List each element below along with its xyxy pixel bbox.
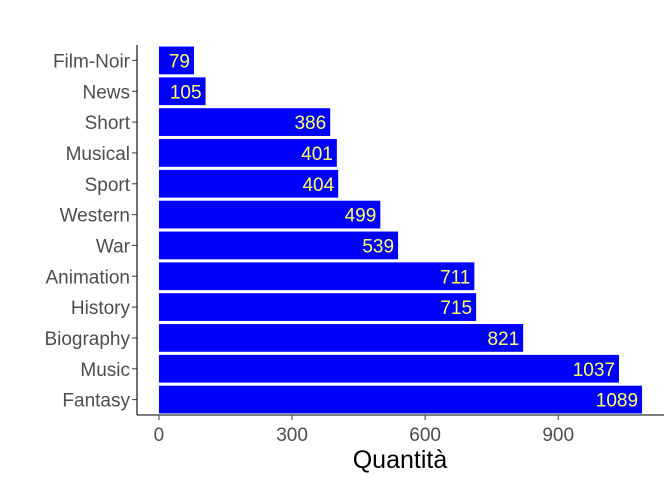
y-tick-label-western: Western [60, 206, 130, 227]
x-tick-label-0: 0 [154, 425, 165, 446]
data-label-sport: 404 [302, 175, 334, 196]
y-tick-label-news: News [82, 82, 130, 103]
x-axis-title: Quantità [353, 446, 448, 474]
bar-film-noir [158, 46, 195, 75]
bar-sport [158, 169, 339, 198]
y-tick-label-biography: Biography [44, 329, 130, 350]
data-label-animation: 711 [440, 267, 470, 288]
x-tick-label-300: 300 [276, 425, 308, 446]
bar-news [158, 77, 206, 106]
data-label-musical: 401 [301, 144, 333, 165]
y-tick-label-fantasy: Fantasy [62, 391, 130, 412]
data-label-news: 105 [170, 82, 202, 103]
y-tick-label-musical: Musical [66, 144, 130, 165]
y-tick-label-sport: Sport [85, 175, 131, 196]
data-label-short: 386 [294, 113, 326, 134]
bars-group [158, 46, 643, 414]
bar-musical [158, 139, 337, 167]
y-tick-label-music: Music [80, 360, 130, 381]
bar-music [158, 354, 619, 383]
y-tick-label-history: History [71, 298, 131, 319]
y-tick-label-short: Short [85, 113, 131, 134]
data-label-fantasy: 1089 [596, 391, 638, 412]
data-label-western: 499 [345, 206, 377, 227]
data-label-history: 715 [440, 298, 472, 319]
x-tick-label-600: 600 [409, 425, 441, 446]
bar-short [158, 108, 331, 136]
x-tick-label-900: 900 [542, 425, 574, 446]
bar-western [158, 200, 381, 229]
bar-fantasy [158, 385, 643, 414]
y-tick-label-war: War [96, 236, 131, 257]
data-labels-group: 79 105 386 401 404 499 539 711 715 821 1037 1089 [169, 51, 638, 411]
bar-war [158, 231, 399, 260]
y-tick-label-film-noir: Film-Noir [53, 51, 131, 72]
bar-biography [158, 324, 524, 352]
data-label-biography: 821 [487, 329, 519, 350]
y-tick-label-animation: Animation [46, 267, 131, 288]
bar-animation [158, 262, 475, 291]
bar-history [158, 293, 477, 321]
x-axis: 0 300 600 900 [137, 414, 664, 446]
data-label-war: 539 [362, 236, 394, 257]
data-label-music: 1037 [573, 360, 615, 381]
y-axis: Film-Noir News Short Musical Sport Western War… [44, 45, 138, 415]
data-label-film-noir: 79 [169, 51, 190, 72]
